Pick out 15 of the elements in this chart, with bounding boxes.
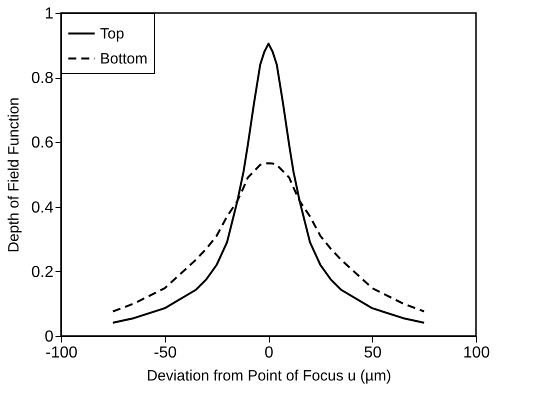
y-tick-label: 0.6 (31, 134, 54, 152)
y-tick-label: 0.2 (31, 264, 54, 281)
x-tick-label: -50 (154, 344, 177, 362)
x-tick-label: 0 (264, 344, 274, 362)
y-tick-label: 0.8 (31, 70, 54, 88)
x-tick-label: 50 (364, 344, 382, 362)
legend-label: Bottom (100, 50, 148, 68)
x-tick-label: -100 (45, 344, 78, 362)
y-tick-label: 0 (44, 328, 54, 346)
x-tick-label: 100 (463, 344, 490, 362)
y-axis-title: Depth of Field Function (5, 97, 22, 253)
legend-label: Top (100, 26, 124, 42)
y-tick-label: 1 (44, 6, 54, 22)
y-tick-label: 0.4 (31, 199, 54, 216)
x-axis-title: Deviation from Point of Focus u (µm) (146, 368, 392, 384)
